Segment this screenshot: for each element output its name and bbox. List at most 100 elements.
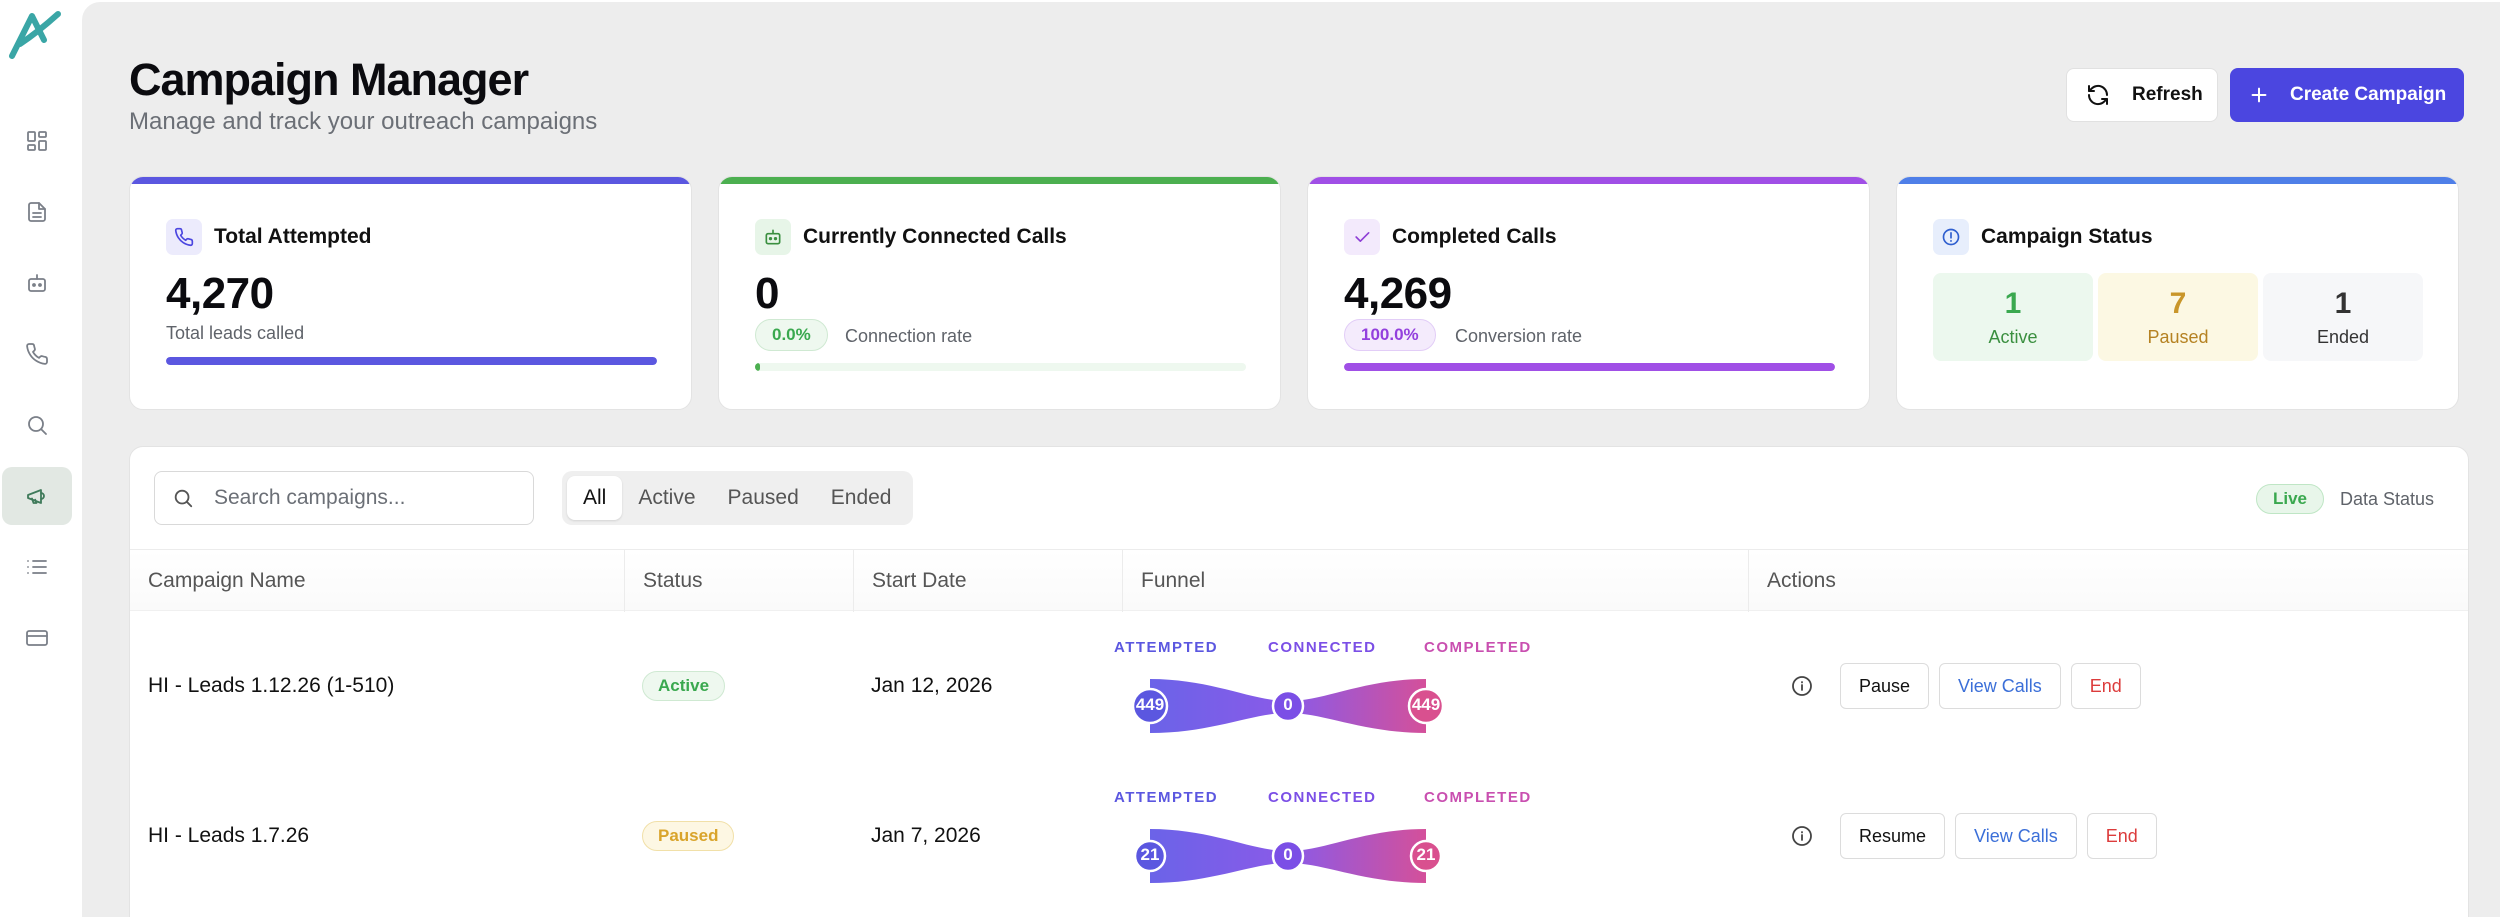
resume-button[interactable]: Resume	[1840, 813, 1946, 859]
phone-icon	[26, 343, 48, 365]
connected-value: 0	[755, 269, 779, 318]
status-filter-tabs: All Active Paused Ended	[562, 471, 913, 525]
search-icon	[28, 416, 47, 435]
active-count: 1	[2004, 286, 2022, 320]
megaphone-icon	[27, 489, 45, 504]
funnel-label-attempted: ATTEMPTED	[1114, 789, 1219, 806]
col-funnel[interactable]: Funnel	[1122, 550, 1748, 612]
status-ended-box: 1 Ended	[2263, 273, 2423, 361]
table-header: Campaign Name Status Start Date Funnel A…	[130, 549, 2468, 612]
page-subtitle: Manage and track your outreach campaigns	[129, 108, 598, 135]
view-calls-button[interactable]: View Calls	[1939, 663, 2061, 709]
search-input[interactable]	[214, 486, 514, 510]
filter-all[interactable]: All	[567, 476, 623, 520]
search-box[interactable]	[154, 471, 534, 525]
completed-progress	[1344, 363, 1835, 371]
stat-card-total-attempted: Total Attempted 4,270 Total leads called	[129, 176, 692, 410]
card-icon-box	[1933, 219, 1969, 255]
campaign-name[interactable]: HI - Leads 1.12.26 (1-510)	[148, 674, 395, 697]
nav-dashboard[interactable]	[2, 112, 72, 170]
progress-fill	[755, 363, 760, 371]
card-icon-box	[1344, 219, 1380, 255]
status-badge: Paused	[642, 821, 735, 851]
end-button[interactable]: End	[2086, 813, 2157, 859]
credit-card-icon	[26, 630, 48, 646]
start-date: Jan 12, 2026	[871, 674, 993, 697]
status-cell: Paused	[642, 761, 735, 911]
info-icon[interactable]	[1790, 824, 1814, 848]
end-button[interactable]: End	[2070, 663, 2141, 709]
status-paused-box: 7 Paused	[2098, 273, 2258, 361]
create-campaign-label: Create Campaign	[2290, 84, 2447, 105]
funnel-label-completed: COMPLETED	[1424, 639, 1532, 656]
card-header: Total Attempted	[166, 219, 372, 255]
filter-active[interactable]: Active	[638, 486, 696, 509]
table-row[interactable]: HI - Leads 1.12.26 (1-510) Active Jan 12…	[130, 611, 2468, 761]
col-actions[interactable]: Actions	[1748, 550, 2468, 612]
funnel-shape	[1133, 829, 1443, 883]
completed-value: 4,269	[1344, 269, 1452, 318]
funnel-shape	[1131, 679, 1445, 733]
pause-button[interactable]: Pause	[1840, 663, 1930, 709]
card-accent-bar	[1308, 177, 1869, 184]
funnel-graphic: ATTEMPTED CONNECTED COMPLETED 21 0	[1102, 761, 1530, 911]
ended-label: Ended	[2316, 326, 2370, 347]
card-accent-bar	[130, 177, 691, 184]
funnel-label-completed: COMPLETED	[1424, 789, 1532, 806]
connection-rate-label: Connection rate	[845, 326, 973, 346]
status-active-box: 1 Active	[1933, 273, 2093, 361]
phone-icon	[174, 227, 194, 247]
data-status-label: Data Status	[2340, 489, 2435, 509]
refresh-button[interactable]: Refresh	[2066, 68, 2218, 122]
refresh-icon	[2087, 84, 2109, 106]
nav-documents[interactable]	[2, 183, 72, 241]
campaign-name[interactable]: HI - Leads 1.7.26	[148, 824, 310, 847]
filter-paused[interactable]: Paused	[727, 486, 799, 509]
bot-icon	[28, 274, 46, 292]
ended-count: 1	[2334, 286, 2352, 320]
card-title: Total Attempted	[214, 225, 372, 248]
nav-calls[interactable]	[2, 325, 72, 383]
start-date: Jan 7, 2026	[871, 824, 981, 847]
list-icon	[27, 560, 47, 574]
dashboard-icon	[27, 131, 47, 151]
progress-fill	[166, 357, 657, 365]
start-date-cell: Jan 7, 2026	[871, 761, 981, 911]
status-cell: Active	[642, 611, 726, 761]
funnel-graphic: ATTEMPTED CONNECTED COMPLETED 449 0	[1102, 611, 1530, 761]
bot-icon	[765, 229, 781, 245]
nav-agents[interactable]	[2, 254, 72, 312]
check-icon	[1355, 232, 1370, 242]
col-status[interactable]: Status	[624, 550, 853, 612]
card-header: Completed Calls	[1344, 219, 1557, 255]
info-icon[interactable]	[1790, 674, 1814, 698]
nav-lists[interactable]	[2, 538, 72, 596]
col-campaign-name[interactable]: Campaign Name	[148, 569, 306, 592]
refresh-label: Refresh	[2132, 84, 2203, 105]
funnel-attempted-count: 21	[1140, 845, 1160, 864]
nav-campaigns[interactable]	[2, 467, 72, 525]
card-accent-bar	[719, 177, 1280, 184]
create-campaign-button[interactable]: Create Campaign	[2230, 68, 2464, 122]
stat-card-completed: Completed Calls 4,269 100.0% Conversion …	[1307, 176, 1870, 410]
table-row[interactable]: HI - Leads 1.7.26 Paused Jan 7, 2026 ATT…	[130, 761, 2468, 911]
view-calls-button[interactable]: View Calls	[1955, 813, 2077, 859]
card-accent-bar	[1897, 177, 2458, 184]
alert-circle-icon	[1942, 228, 1960, 246]
card-header: Campaign Status	[1933, 219, 2153, 255]
funnel-completed-count: 449	[1411, 695, 1441, 714]
nav-search[interactable]	[2, 396, 72, 454]
page-title: Campaign Manager	[129, 54, 529, 105]
card-icon-box	[755, 219, 791, 255]
start-date-cell: Jan 12, 2026	[871, 611, 992, 761]
campaigns-panel: All Active Paused Ended Live Data Status…	[129, 446, 2469, 917]
connection-rate-badge: 0.0%	[755, 319, 828, 351]
nav-billing[interactable]	[2, 609, 72, 667]
col-start-date[interactable]: Start Date	[853, 550, 1122, 612]
app-logo-icon[interactable]	[4, 6, 62, 64]
total-attempted-progress	[166, 357, 657, 365]
live-badge: Live	[2256, 484, 2325, 514]
filter-ended[interactable]: Ended	[830, 486, 892, 509]
paused-label: Paused	[2147, 326, 2209, 347]
main-content: Campaign Manager Manage and track your o…	[82, 2, 2500, 917]
